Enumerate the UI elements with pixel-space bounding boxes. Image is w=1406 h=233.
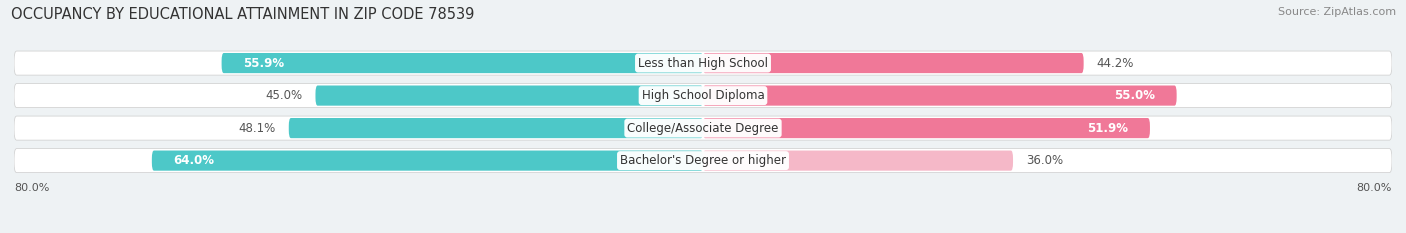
Text: College/Associate Degree: College/Associate Degree	[627, 122, 779, 135]
FancyBboxPatch shape	[703, 86, 1177, 106]
FancyBboxPatch shape	[14, 84, 1392, 108]
Text: 55.9%: 55.9%	[243, 57, 284, 70]
FancyBboxPatch shape	[222, 53, 703, 73]
Text: OCCUPANCY BY EDUCATIONAL ATTAINMENT IN ZIP CODE 78539: OCCUPANCY BY EDUCATIONAL ATTAINMENT IN Z…	[11, 7, 475, 22]
Text: 36.0%: 36.0%	[1026, 154, 1063, 167]
Text: Less than High School: Less than High School	[638, 57, 768, 70]
FancyBboxPatch shape	[152, 151, 703, 171]
Text: Bachelor's Degree or higher: Bachelor's Degree or higher	[620, 154, 786, 167]
Text: High School Diploma: High School Diploma	[641, 89, 765, 102]
Text: 51.9%: 51.9%	[1087, 122, 1129, 135]
Text: 48.1%: 48.1%	[239, 122, 276, 135]
FancyBboxPatch shape	[703, 151, 1012, 171]
Text: Source: ZipAtlas.com: Source: ZipAtlas.com	[1278, 7, 1396, 17]
FancyBboxPatch shape	[315, 86, 703, 106]
FancyBboxPatch shape	[14, 51, 1392, 75]
Text: 55.0%: 55.0%	[1114, 89, 1156, 102]
FancyBboxPatch shape	[703, 53, 1084, 73]
Text: 45.0%: 45.0%	[266, 89, 302, 102]
Text: 80.0%: 80.0%	[14, 183, 49, 193]
Text: 64.0%: 64.0%	[173, 154, 214, 167]
Legend: Owner-occupied, Renter-occupied: Owner-occupied, Renter-occupied	[579, 230, 827, 233]
Text: 44.2%: 44.2%	[1097, 57, 1133, 70]
FancyBboxPatch shape	[14, 149, 1392, 173]
Text: 80.0%: 80.0%	[1357, 183, 1392, 193]
FancyBboxPatch shape	[14, 116, 1392, 140]
FancyBboxPatch shape	[703, 118, 1150, 138]
FancyBboxPatch shape	[288, 118, 703, 138]
